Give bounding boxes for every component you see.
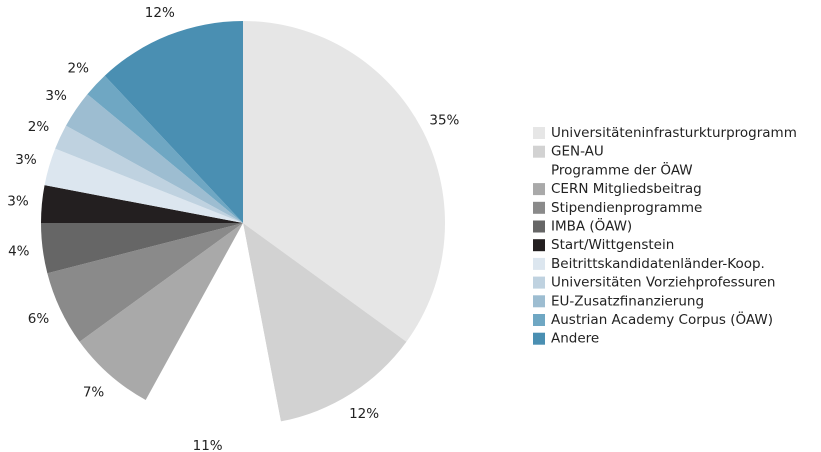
legend-label: Programme der ÖAW <box>551 160 693 178</box>
legend-label: IMBA (ÖAW) <box>551 217 632 235</box>
pie-slice <box>41 185 243 223</box>
legend-swatch <box>533 127 545 139</box>
pie-slice <box>243 21 445 342</box>
data-label: 35% <box>429 112 459 128</box>
legend-swatch <box>533 276 545 289</box>
legend-swatch <box>533 183 545 196</box>
data-label: 6% <box>28 311 50 327</box>
data-label: 3% <box>7 194 29 210</box>
data-label: 2% <box>68 60 90 76</box>
data-label: 4% <box>8 243 30 259</box>
legend-label: Andere <box>551 331 599 347</box>
legend-swatch <box>533 295 545 308</box>
legend-label: Universitäten Vorziehprofessuren <box>551 275 775 291</box>
legend-swatch <box>533 239 545 252</box>
legend-label: CERN Mitgliedsbeitrag <box>551 181 702 197</box>
legend-swatch <box>533 332 545 345</box>
data-label: 12% <box>145 5 175 21</box>
pie-slice <box>65 94 243 223</box>
legend-label: GEN-AU <box>551 144 604 160</box>
legend-label: EU-Zusatzfinanzierung <box>551 293 704 309</box>
legend-label: Universitäteninfrasturkturprogramm <box>551 125 797 141</box>
data-label: 3% <box>15 152 37 168</box>
pie-slice <box>145 223 281 425</box>
data-label: 7% <box>83 385 105 401</box>
legend-label: Austrian Academy Corpus (ÖAW) <box>551 310 773 328</box>
legend-label: Beitrittskandidatenländer-Koop. <box>551 256 765 272</box>
legend-label: Stipendienprogramme <box>551 200 702 216</box>
legend-swatch <box>533 314 545 326</box>
data-label: 11% <box>193 438 223 452</box>
legend-swatch <box>533 201 545 214</box>
pie-slice <box>79 223 243 401</box>
pie-slice <box>44 148 244 223</box>
pie-slice <box>104 21 243 223</box>
pie-slice <box>87 75 243 223</box>
pie-slice <box>55 125 243 223</box>
data-label: 12% <box>349 406 379 422</box>
pie-slice <box>41 223 243 274</box>
legend-swatch <box>533 220 545 233</box>
legend-swatch <box>533 257 545 270</box>
legend-swatch <box>533 164 545 177</box>
legend-swatch <box>533 145 545 158</box>
pie-slice <box>243 223 407 422</box>
legend-label: Start/Wittgenstein <box>551 237 674 253</box>
data-label: 2% <box>28 119 50 135</box>
data-label: 3% <box>45 88 67 104</box>
pie-slice <box>47 223 243 342</box>
